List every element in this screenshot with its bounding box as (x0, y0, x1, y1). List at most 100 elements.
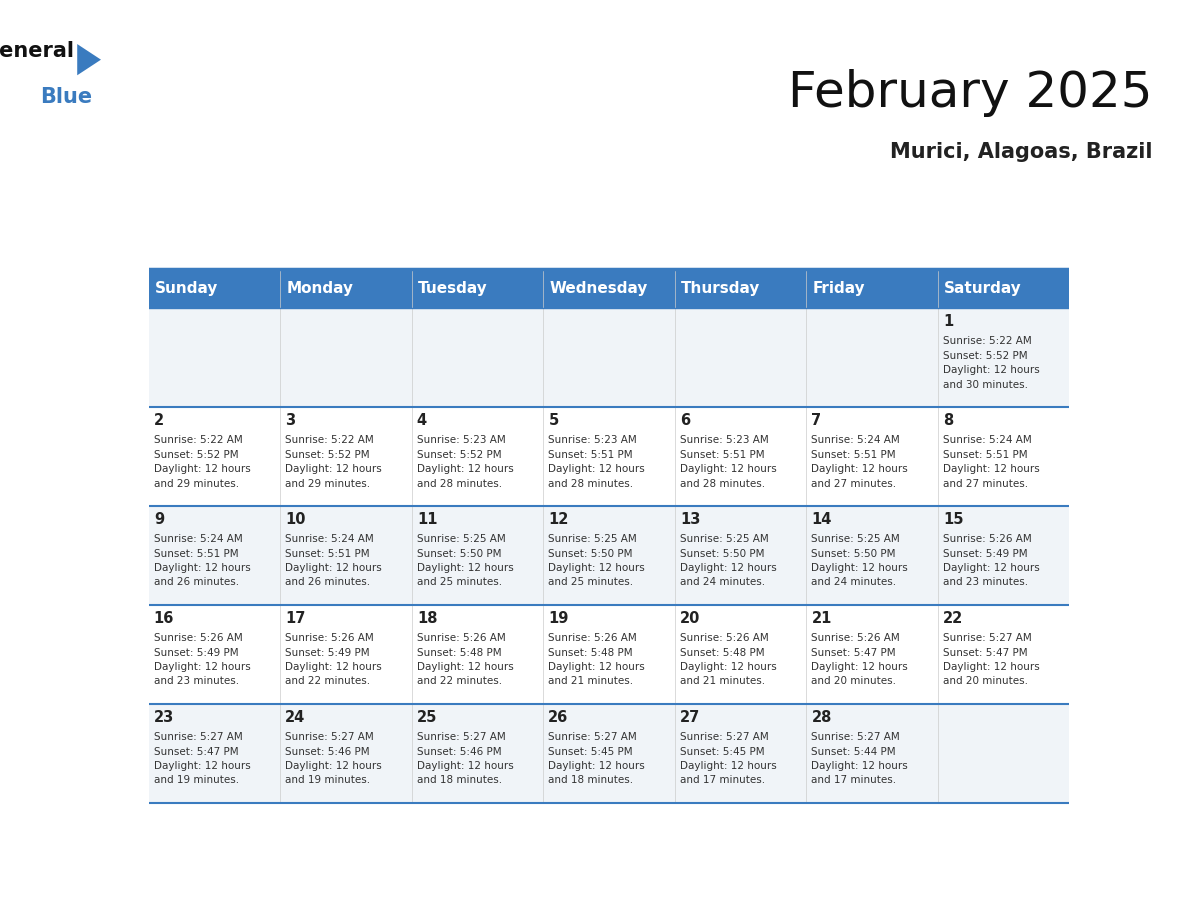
Text: Sunrise: 5:22 AM
Sunset: 5:52 PM
Daylight: 12 hours
and 29 minutes.: Sunrise: 5:22 AM Sunset: 5:52 PM Dayligh… (285, 435, 383, 488)
Bar (807, 407, 937, 506)
Bar (937, 605, 1069, 704)
Text: Thursday: Thursday (681, 281, 760, 297)
Bar (411, 269, 543, 308)
Text: Sunrise: 5:23 AM
Sunset: 5:51 PM
Daylight: 12 hours
and 28 minutes.: Sunrise: 5:23 AM Sunset: 5:51 PM Dayligh… (549, 435, 645, 488)
Bar (807, 269, 937, 308)
Bar (675, 704, 807, 803)
Text: Sunrise: 5:26 AM
Sunset: 5:48 PM
Daylight: 12 hours
and 22 minutes.: Sunrise: 5:26 AM Sunset: 5:48 PM Dayligh… (417, 633, 513, 687)
Text: Sunday: Sunday (156, 281, 219, 297)
Text: 13: 13 (680, 511, 700, 527)
Text: February 2025: February 2025 (788, 69, 1152, 117)
Text: Sunrise: 5:25 AM
Sunset: 5:50 PM
Daylight: 12 hours
and 25 minutes.: Sunrise: 5:25 AM Sunset: 5:50 PM Dayligh… (549, 534, 645, 588)
Text: Sunrise: 5:22 AM
Sunset: 5:52 PM
Daylight: 12 hours
and 30 minutes.: Sunrise: 5:22 AM Sunset: 5:52 PM Dayligh… (943, 336, 1040, 389)
Bar (411, 506, 543, 605)
Bar (675, 605, 807, 704)
Bar (280, 605, 411, 704)
Text: Sunrise: 5:26 AM
Sunset: 5:49 PM
Daylight: 12 hours
and 22 minutes.: Sunrise: 5:26 AM Sunset: 5:49 PM Dayligh… (285, 633, 383, 687)
Bar (675, 506, 807, 605)
Text: Sunrise: 5:27 AM
Sunset: 5:47 PM
Daylight: 12 hours
and 20 minutes.: Sunrise: 5:27 AM Sunset: 5:47 PM Dayligh… (943, 633, 1040, 687)
Bar (280, 506, 411, 605)
Bar (280, 269, 411, 308)
Text: Friday: Friday (813, 281, 865, 297)
Text: Sunrise: 5:24 AM
Sunset: 5:51 PM
Daylight: 12 hours
and 27 minutes.: Sunrise: 5:24 AM Sunset: 5:51 PM Dayligh… (811, 435, 908, 488)
Text: 11: 11 (417, 511, 437, 527)
Bar (937, 407, 1069, 506)
Bar (148, 605, 280, 704)
Text: Wednesday: Wednesday (550, 281, 647, 297)
Bar (543, 407, 675, 506)
Text: 8: 8 (943, 413, 953, 428)
Text: 21: 21 (811, 610, 832, 625)
Text: 26: 26 (549, 710, 569, 724)
Bar (937, 269, 1069, 308)
Bar (543, 506, 675, 605)
Bar (411, 308, 543, 407)
Bar (280, 407, 411, 506)
Text: 7: 7 (811, 413, 822, 428)
Text: Saturday: Saturday (944, 281, 1022, 297)
Text: 23: 23 (153, 710, 173, 724)
Text: 19: 19 (549, 610, 569, 625)
Bar (148, 704, 280, 803)
Text: Sunrise: 5:24 AM
Sunset: 5:51 PM
Daylight: 12 hours
and 27 minutes.: Sunrise: 5:24 AM Sunset: 5:51 PM Dayligh… (943, 435, 1040, 488)
Text: General: General (0, 41, 74, 62)
Bar (148, 308, 280, 407)
Text: Sunrise: 5:25 AM
Sunset: 5:50 PM
Daylight: 12 hours
and 25 minutes.: Sunrise: 5:25 AM Sunset: 5:50 PM Dayligh… (417, 534, 513, 588)
Text: Sunrise: 5:25 AM
Sunset: 5:50 PM
Daylight: 12 hours
and 24 minutes.: Sunrise: 5:25 AM Sunset: 5:50 PM Dayligh… (811, 534, 908, 588)
Text: Sunrise: 5:27 AM
Sunset: 5:46 PM
Daylight: 12 hours
and 19 minutes.: Sunrise: 5:27 AM Sunset: 5:46 PM Dayligh… (285, 733, 383, 786)
Text: Sunrise: 5:22 AM
Sunset: 5:52 PM
Daylight: 12 hours
and 29 minutes.: Sunrise: 5:22 AM Sunset: 5:52 PM Dayligh… (153, 435, 251, 488)
Text: Tuesday: Tuesday (418, 281, 488, 297)
Bar (148, 269, 280, 308)
Text: 25: 25 (417, 710, 437, 724)
Text: Sunrise: 5:27 AM
Sunset: 5:45 PM
Daylight: 12 hours
and 17 minutes.: Sunrise: 5:27 AM Sunset: 5:45 PM Dayligh… (680, 733, 777, 786)
Bar (807, 308, 937, 407)
Bar (675, 308, 807, 407)
Bar (411, 407, 543, 506)
Text: Sunrise: 5:25 AM
Sunset: 5:50 PM
Daylight: 12 hours
and 24 minutes.: Sunrise: 5:25 AM Sunset: 5:50 PM Dayligh… (680, 534, 777, 588)
Text: 9: 9 (153, 511, 164, 527)
Text: 20: 20 (680, 610, 700, 625)
Text: Sunrise: 5:27 AM
Sunset: 5:45 PM
Daylight: 12 hours
and 18 minutes.: Sunrise: 5:27 AM Sunset: 5:45 PM Dayligh… (549, 733, 645, 786)
Text: 18: 18 (417, 610, 437, 625)
Text: Sunrise: 5:26 AM
Sunset: 5:49 PM
Daylight: 12 hours
and 23 minutes.: Sunrise: 5:26 AM Sunset: 5:49 PM Dayligh… (153, 633, 251, 687)
Bar (937, 308, 1069, 407)
Text: 14: 14 (811, 511, 832, 527)
Text: Sunrise: 5:26 AM
Sunset: 5:49 PM
Daylight: 12 hours
and 23 minutes.: Sunrise: 5:26 AM Sunset: 5:49 PM Dayligh… (943, 534, 1040, 588)
Bar (280, 308, 411, 407)
Bar (148, 407, 280, 506)
Bar (807, 605, 937, 704)
Text: Sunrise: 5:24 AM
Sunset: 5:51 PM
Daylight: 12 hours
and 26 minutes.: Sunrise: 5:24 AM Sunset: 5:51 PM Dayligh… (285, 534, 383, 588)
Bar (675, 269, 807, 308)
Text: 5: 5 (549, 413, 558, 428)
Text: Sunrise: 5:26 AM
Sunset: 5:48 PM
Daylight: 12 hours
and 21 minutes.: Sunrise: 5:26 AM Sunset: 5:48 PM Dayligh… (549, 633, 645, 687)
Bar (543, 308, 675, 407)
Text: Sunrise: 5:27 AM
Sunset: 5:46 PM
Daylight: 12 hours
and 18 minutes.: Sunrise: 5:27 AM Sunset: 5:46 PM Dayligh… (417, 733, 513, 786)
Bar (807, 704, 937, 803)
Text: 16: 16 (153, 610, 175, 625)
Text: Blue: Blue (40, 87, 93, 107)
Text: 2: 2 (153, 413, 164, 428)
Text: 28: 28 (811, 710, 832, 724)
Bar (543, 605, 675, 704)
Text: Sunrise: 5:23 AM
Sunset: 5:52 PM
Daylight: 12 hours
and 28 minutes.: Sunrise: 5:23 AM Sunset: 5:52 PM Dayligh… (417, 435, 513, 488)
Bar (411, 704, 543, 803)
Text: Monday: Monday (286, 281, 354, 297)
Text: Sunrise: 5:27 AM
Sunset: 5:44 PM
Daylight: 12 hours
and 17 minutes.: Sunrise: 5:27 AM Sunset: 5:44 PM Dayligh… (811, 733, 908, 786)
Text: 6: 6 (680, 413, 690, 428)
Text: 27: 27 (680, 710, 700, 724)
Bar (807, 506, 937, 605)
Text: 10: 10 (285, 511, 305, 527)
Text: Sunrise: 5:24 AM
Sunset: 5:51 PM
Daylight: 12 hours
and 26 minutes.: Sunrise: 5:24 AM Sunset: 5:51 PM Dayligh… (153, 534, 251, 588)
Text: 3: 3 (285, 413, 296, 428)
Text: 22: 22 (943, 610, 963, 625)
Bar (280, 704, 411, 803)
Bar (675, 407, 807, 506)
Bar (148, 506, 280, 605)
Text: Sunrise: 5:26 AM
Sunset: 5:47 PM
Daylight: 12 hours
and 20 minutes.: Sunrise: 5:26 AM Sunset: 5:47 PM Dayligh… (811, 633, 908, 687)
Bar (937, 506, 1069, 605)
Bar (937, 704, 1069, 803)
Text: 24: 24 (285, 710, 305, 724)
Text: 17: 17 (285, 610, 305, 625)
Text: 12: 12 (549, 511, 569, 527)
Text: Sunrise: 5:27 AM
Sunset: 5:47 PM
Daylight: 12 hours
and 19 minutes.: Sunrise: 5:27 AM Sunset: 5:47 PM Dayligh… (153, 733, 251, 786)
